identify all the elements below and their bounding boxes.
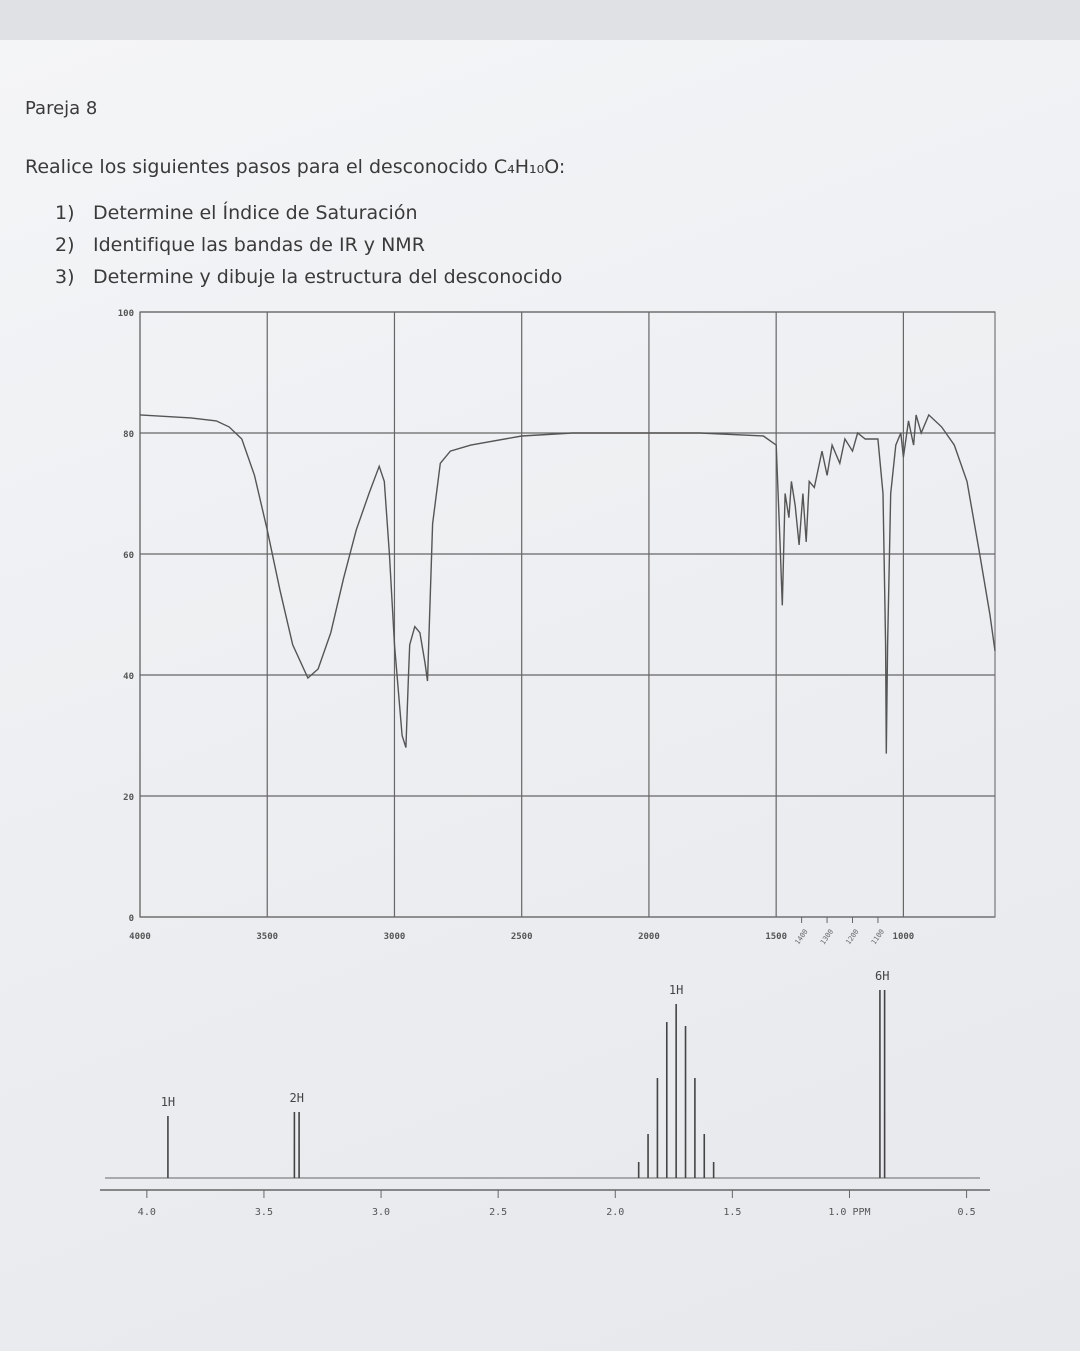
x-tick-label: 2000 <box>638 932 660 942</box>
plot-frame <box>139 311 996 918</box>
y-tick-label: 40 <box>123 672 134 682</box>
peak-label: 6H <box>875 969 889 983</box>
steps: 1) Determine el Índice de Saturación 2) Id… <box>55 202 562 298</box>
x-tick-label: 1500 <box>765 932 787 942</box>
y-tick-label: 0 <box>129 914 134 924</box>
step-number: 3) <box>55 266 75 288</box>
peak-label: 1H <box>161 1095 175 1109</box>
y-tick-label: 60 <box>123 551 134 561</box>
x-tick-label: 1100 <box>870 928 886 946</box>
x-tick-label: 1000 <box>893 932 915 942</box>
peak-label: 1H <box>669 983 683 997</box>
title: Pareja 8 <box>25 98 98 119</box>
x-tick-label: 3.0 <box>372 1207 390 1218</box>
x-tick-label: 1400 <box>793 928 809 946</box>
paper <box>0 40 1080 1351</box>
x-tick-label: 1.0 PPM <box>828 1207 870 1218</box>
spectrum-line <box>139 413 996 754</box>
step-number: 2) <box>55 234 75 256</box>
step-text: Identifique las bandas de IR y NMR <box>93 234 425 256</box>
y-tick-label: 20 <box>123 793 134 803</box>
x-tick-label: 3500 <box>256 932 278 942</box>
x-tick-label: 1300 <box>819 928 835 946</box>
x-tick-label: 2.0 <box>606 1207 624 1218</box>
x-tick-label: 1.5 <box>723 1207 741 1218</box>
peak-label: 2H <box>290 1091 304 1105</box>
step: 2) Identifique las bandas de IR y NMR <box>55 234 562 266</box>
x-tick-label: 1200 <box>844 928 860 946</box>
x-tick-label: 2.5 <box>489 1207 507 1218</box>
x-tick-label: 3000 <box>384 932 406 942</box>
step-number: 1) <box>55 202 75 224</box>
step: 3) Determine y dibuje la estructura del d… <box>55 266 562 298</box>
x-tick-label: 2500 <box>511 932 533 942</box>
step-text: Determine y dibuje la estructura del des… <box>93 266 563 288</box>
step-text: Determine el Índice de Saturación <box>93 202 418 224</box>
intro: Realice los siguientes pasos para el des… <box>25 156 566 178</box>
y-tick-label: 100 <box>118 309 134 319</box>
y-tick-label: 80 <box>123 430 134 440</box>
x-tick-label: 3.5 <box>255 1207 273 1218</box>
x-tick-label: 0.5 <box>958 1207 976 1218</box>
x-tick-label: 4.0 <box>138 1207 156 1218</box>
step: 1) Determine el Índice de Saturación <box>55 202 562 234</box>
x-tick-label: 4000 <box>129 932 151 942</box>
